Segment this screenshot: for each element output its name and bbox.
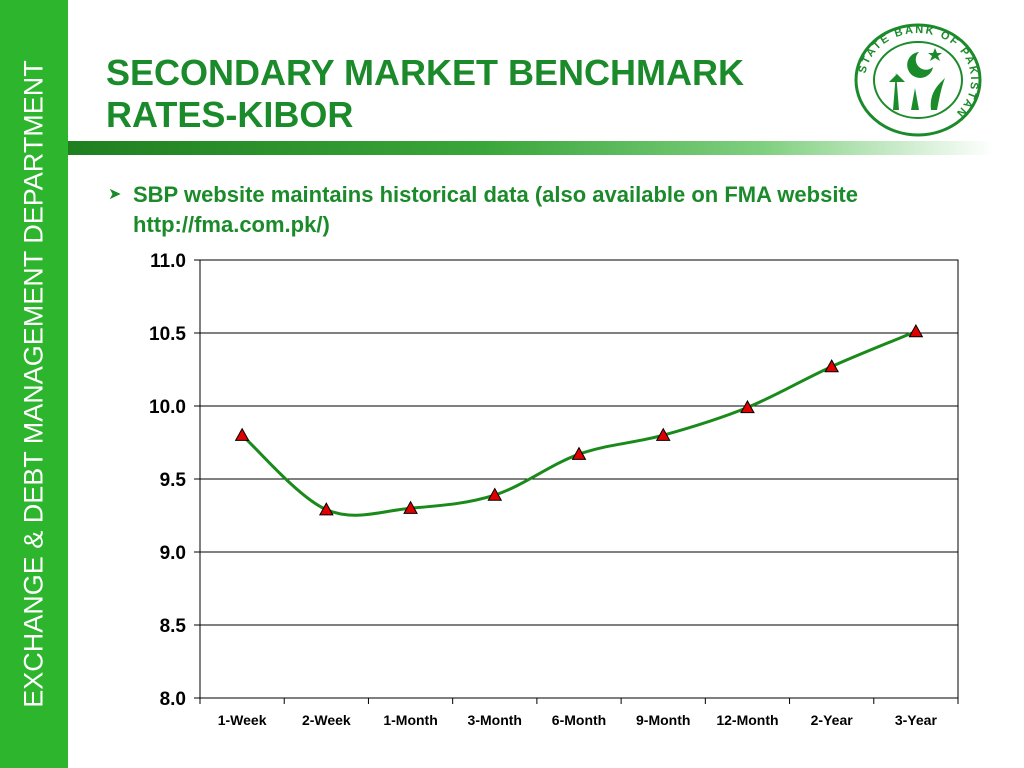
y-tick-label: 8.0 — [160, 689, 186, 710]
page-title: SECONDARY MARKET BENCHMARK RATES-KIBOR — [106, 52, 826, 136]
x-tick-label: 2-Year — [811, 712, 854, 728]
data-point-marker — [740, 399, 755, 414]
x-tick-label: 2-Week — [302, 712, 351, 728]
state-bank-seal-logo: STATE BANK OF PAKISTAN — [854, 23, 982, 137]
data-point-marker — [571, 446, 587, 460]
data-point-marker — [403, 500, 418, 514]
data-point-marker — [908, 324, 924, 338]
bullet-text: SBP website maintains historical data (a… — [133, 180, 993, 240]
bullet-arrow-icon: ➤ — [108, 186, 122, 203]
x-tick-label: 1-Month — [383, 712, 437, 728]
x-tick-label: 3-Year — [895, 712, 938, 728]
y-tick-label: 8.5 — [160, 616, 187, 637]
x-tick-label: 12-Month — [716, 712, 778, 728]
title-line-2: RATES-KIBOR — [106, 94, 354, 135]
x-tick-label: 9-Month — [636, 712, 690, 728]
y-tick-label: 10.5 — [149, 324, 186, 345]
x-tick-label: 1-Week — [218, 712, 267, 728]
series-line — [241, 330, 917, 517]
bullet-line-2: http://fma.com.pk/) — [133, 212, 330, 237]
x-tick-label: 6-Month — [552, 712, 606, 728]
data-point-marker — [655, 427, 671, 441]
data-point-marker — [318, 502, 334, 516]
data-point-marker — [487, 487, 503, 501]
department-label: EXCHANGE & DEBT MANAGEMENT DEPARTMENT — [18, 60, 49, 708]
y-tick-label: 9.5 — [160, 470, 187, 491]
y-tick-label: 10.0 — [149, 397, 186, 418]
y-tick-label: 11.0 — [150, 251, 186, 272]
plot-area — [199, 259, 959, 699]
data-point-marker — [824, 359, 840, 373]
bullet-line-1: SBP website maintains historical data (a… — [133, 182, 858, 207]
title-underline-bar — [68, 141, 994, 155]
x-tick-label: 3-Month — [468, 712, 522, 728]
y-tick-label: 9.0 — [160, 543, 186, 564]
title-line-1: SECONDARY MARKET BENCHMARK — [106, 52, 745, 93]
sidebar-band: EXCHANGE & DEBT MANAGEMENT DEPARTMENT — [0, 0, 68, 768]
data-point-marker — [234, 427, 250, 441]
